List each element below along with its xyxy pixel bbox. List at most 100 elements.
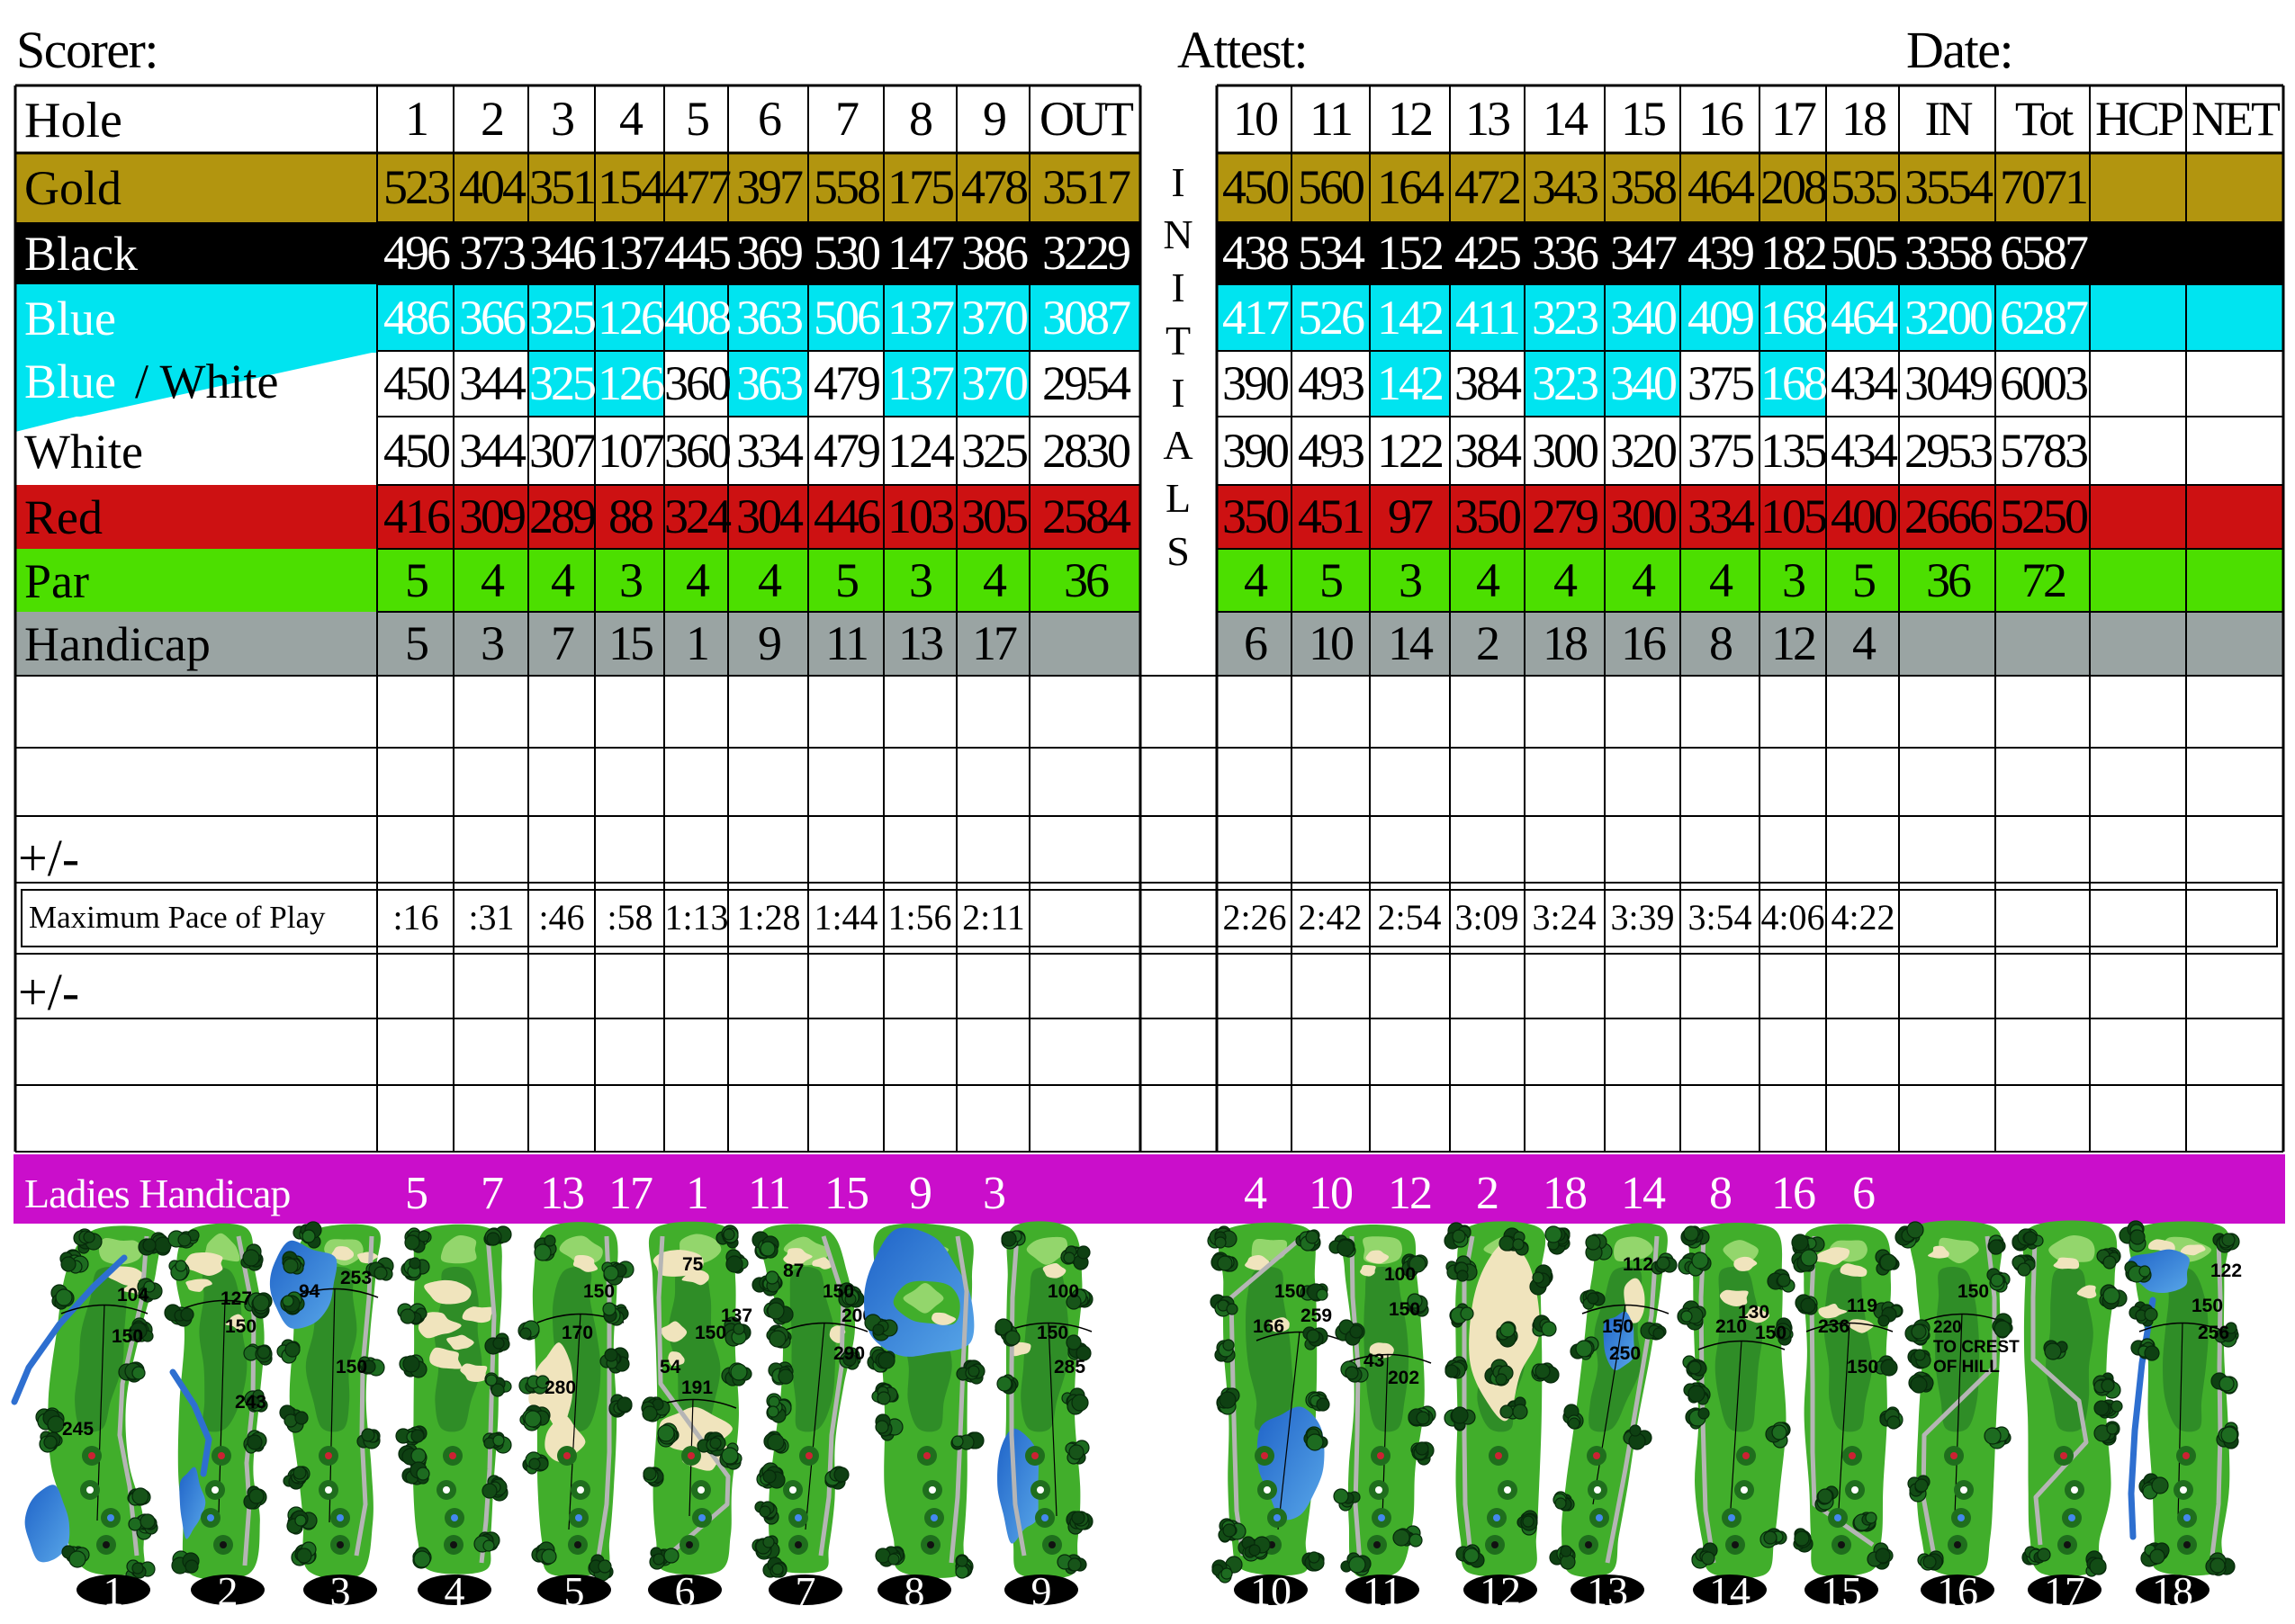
svg-text:13: 13 xyxy=(898,616,942,670)
svg-text:10: 10 xyxy=(1233,92,1277,146)
svg-text:2:26: 2:26 xyxy=(1222,897,1286,938)
svg-text:5250: 5250 xyxy=(2000,489,2087,543)
svg-text:3:54: 3:54 xyxy=(1688,897,1751,938)
svg-text:309: 309 xyxy=(459,489,525,543)
svg-text:434: 434 xyxy=(1831,356,1898,410)
svg-text:479: 479 xyxy=(814,424,879,478)
svg-text:464: 464 xyxy=(1688,160,1755,214)
svg-text::46: :46 xyxy=(538,897,584,938)
svg-text:358: 358 xyxy=(1610,160,1676,214)
svg-text:2: 2 xyxy=(218,1568,238,1614)
svg-text:340: 340 xyxy=(1610,291,1676,345)
svg-text:360: 360 xyxy=(664,356,730,410)
svg-text:11: 11 xyxy=(1310,92,1351,146)
svg-text:150: 150 xyxy=(1274,1281,1306,1302)
svg-text:300: 300 xyxy=(1610,489,1676,543)
svg-text:I: I xyxy=(1171,370,1184,416)
svg-text:103: 103 xyxy=(887,489,953,543)
svg-text:15: 15 xyxy=(1621,92,1665,146)
svg-text:305: 305 xyxy=(961,489,1027,543)
svg-text:150: 150 xyxy=(1389,1299,1420,1320)
svg-text:5: 5 xyxy=(405,616,428,670)
svg-text:334: 334 xyxy=(736,424,804,478)
svg-text:7: 7 xyxy=(551,616,574,670)
svg-text:122: 122 xyxy=(2210,1261,2242,1281)
svg-text:236: 236 xyxy=(1818,1316,1850,1337)
svg-text:127: 127 xyxy=(220,1288,252,1309)
svg-text:3554: 3554 xyxy=(1904,160,1994,214)
svg-text:150: 150 xyxy=(1958,1281,1989,1302)
svg-text:323: 323 xyxy=(1532,356,1598,410)
svg-text:54: 54 xyxy=(660,1357,681,1377)
svg-text:479: 479 xyxy=(814,356,879,410)
svg-text:320: 320 xyxy=(1610,424,1676,478)
svg-text:A: A xyxy=(1163,422,1192,468)
svg-text:245: 245 xyxy=(62,1419,94,1440)
svg-text:5: 5 xyxy=(835,553,858,607)
svg-text:3: 3 xyxy=(983,1168,1004,1219)
svg-text:400: 400 xyxy=(1831,489,1896,543)
svg-text:486: 486 xyxy=(383,291,450,345)
svg-text:75: 75 xyxy=(682,1254,704,1275)
svg-text:289: 289 xyxy=(529,489,595,543)
svg-text:150: 150 xyxy=(1847,1357,1878,1377)
svg-text:439: 439 xyxy=(1688,226,1753,280)
svg-text:87: 87 xyxy=(783,1261,804,1281)
svg-text:347: 347 xyxy=(1610,226,1677,280)
svg-text:88: 88 xyxy=(608,489,652,543)
svg-text:558: 558 xyxy=(814,160,879,214)
svg-text:13: 13 xyxy=(1465,92,1509,146)
svg-text:450: 450 xyxy=(383,424,449,478)
svg-text:4: 4 xyxy=(1852,616,1876,670)
svg-text:10: 10 xyxy=(1309,1168,1353,1219)
svg-text:4: 4 xyxy=(1244,1168,1267,1219)
svg-text:6287: 6287 xyxy=(2000,291,2088,345)
svg-text:3:39: 3:39 xyxy=(1610,897,1674,938)
svg-text:15: 15 xyxy=(1821,1568,1862,1614)
svg-text:5: 5 xyxy=(405,1168,427,1219)
svg-text:43: 43 xyxy=(1364,1350,1384,1371)
svg-text:3229: 3229 xyxy=(1042,226,1130,280)
svg-text:290: 290 xyxy=(833,1343,865,1364)
svg-text:350: 350 xyxy=(1454,489,1520,543)
svg-text:12: 12 xyxy=(1388,1168,1431,1219)
svg-text:/ White: / White xyxy=(135,354,278,408)
svg-text:150: 150 xyxy=(695,1323,726,1343)
svg-text:170: 170 xyxy=(562,1323,593,1343)
svg-text:505: 505 xyxy=(1831,226,1896,280)
svg-text:464: 464 xyxy=(1831,291,1898,345)
svg-text:3517: 3517 xyxy=(1042,160,1130,214)
svg-text::31: :31 xyxy=(468,897,514,938)
svg-text:147: 147 xyxy=(887,226,954,280)
svg-text:T: T xyxy=(1166,318,1191,363)
svg-text:150: 150 xyxy=(823,1281,854,1302)
svg-text:Attest:: Attest: xyxy=(1177,21,1307,79)
svg-text:150: 150 xyxy=(583,1281,615,1302)
svg-text:1:56: 1:56 xyxy=(887,897,951,938)
svg-text:94: 94 xyxy=(299,1281,320,1302)
svg-text:124: 124 xyxy=(887,424,955,478)
svg-text:14: 14 xyxy=(1388,616,1434,670)
svg-text:8: 8 xyxy=(904,1568,925,1614)
svg-text:9: 9 xyxy=(909,1168,931,1219)
svg-text:Date:: Date: xyxy=(1906,21,2012,79)
svg-text:375: 375 xyxy=(1688,356,1753,410)
svg-text:16: 16 xyxy=(1621,616,1666,670)
svg-text:12: 12 xyxy=(1480,1568,1521,1614)
svg-text:126: 126 xyxy=(598,356,664,410)
svg-text:416: 416 xyxy=(383,489,450,543)
svg-text:150: 150 xyxy=(336,1357,367,1377)
svg-text:2:54: 2:54 xyxy=(1377,897,1441,938)
svg-text:210: 210 xyxy=(1715,1316,1747,1337)
svg-text:NET: NET xyxy=(2192,92,2281,146)
svg-text:6003: 6003 xyxy=(2000,356,2087,410)
svg-text:HCP: HCP xyxy=(2095,92,2182,146)
svg-text:105: 105 xyxy=(1760,489,1826,543)
svg-text:IN: IN xyxy=(1925,92,1973,146)
svg-text:1:28: 1:28 xyxy=(736,897,800,938)
svg-text:126: 126 xyxy=(598,291,664,345)
svg-text:411: 411 xyxy=(1455,291,1518,345)
svg-text:4: 4 xyxy=(1632,553,1656,607)
svg-text:375: 375 xyxy=(1688,424,1753,478)
svg-text:350: 350 xyxy=(1222,489,1288,543)
